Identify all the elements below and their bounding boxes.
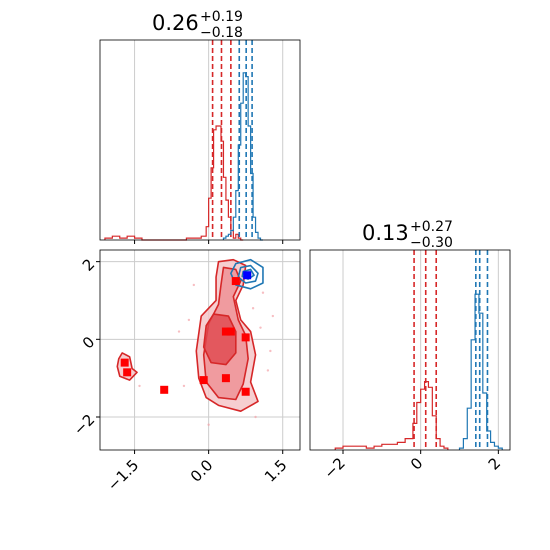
red-square-marker (221, 327, 230, 336)
red-square-marker (199, 376, 208, 385)
blue-histogram (222, 72, 263, 241)
scatter-point (177, 330, 181, 333)
scatter-point (138, 384, 141, 388)
red-square-marker (231, 277, 240, 286)
red-square-marker (241, 333, 250, 342)
red-square-marker (241, 387, 250, 396)
red-square-marker (226, 327, 235, 336)
red-contour (202, 313, 237, 366)
x-tick-label: −2 (320, 454, 348, 482)
blue-histogram (458, 293, 503, 450)
scatter-point (192, 283, 196, 287)
scatter-point (254, 415, 257, 419)
scatter-point (269, 349, 272, 353)
scatter-point (251, 307, 255, 310)
scatter-point (259, 326, 262, 329)
panel-frame (309, 249, 511, 451)
blue-square-marker (243, 271, 252, 280)
panel-frame (99, 249, 301, 451)
red-histogram (334, 381, 449, 450)
x-tick-label: 2 (485, 454, 504, 473)
joint-plot-area (100, 250, 300, 450)
scatter-point (207, 423, 210, 426)
panel-title-upper: +0.19 (200, 9, 243, 25)
panel-title-value: 0.26 (152, 11, 199, 35)
y-tick-label: 2 (79, 255, 98, 274)
scatter-point (261, 291, 265, 294)
red-square-marker (160, 385, 169, 394)
panel-title-upper: +0.27 (410, 219, 453, 235)
red-square-marker (120, 358, 129, 367)
red-histogram (104, 125, 244, 241)
red-square-marker (123, 368, 132, 377)
panel-title-lower: −0.18 (200, 25, 243, 41)
red-square-marker (221, 374, 230, 383)
panel-frame (99, 39, 301, 241)
blue-contour (230, 258, 264, 290)
x-tick-label: 0 (407, 454, 426, 473)
x-tick-label: −1.5 (104, 456, 142, 494)
scatter-point (266, 369, 270, 372)
x-tick-label: 0.0 (187, 456, 217, 486)
x-tick-label: 1.5 (261, 456, 291, 486)
scatter-point (187, 318, 191, 322)
scatter-point (182, 384, 186, 388)
y-tick-label: 0 (79, 333, 98, 352)
panel-title-lower: −0.30 (410, 235, 453, 251)
panel-title-value: 0.13 (362, 221, 409, 245)
y-tick-label: −2 (70, 411, 98, 439)
scatter-point (271, 314, 275, 318)
